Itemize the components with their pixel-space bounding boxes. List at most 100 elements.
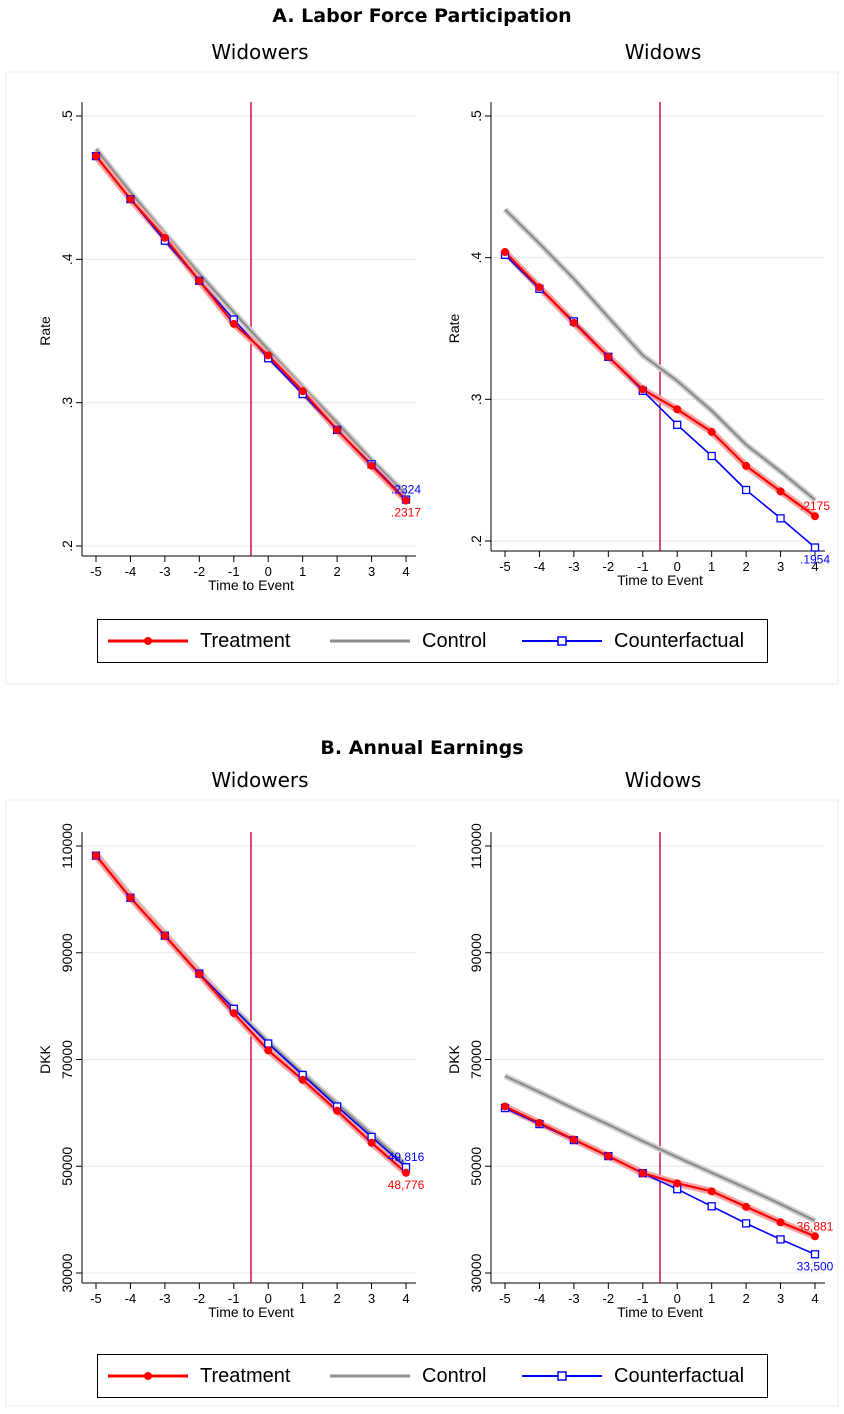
x-tick-label: 3 [368, 564, 375, 579]
y-axis-label: Rate [37, 316, 53, 346]
treatment-point [402, 496, 410, 505]
x-axis-label: Time to Event [617, 572, 703, 588]
panel-a-frame [5, 71, 839, 685]
treatment-point [126, 195, 135, 204]
y-tick-label: 90000 [468, 933, 484, 972]
y-tick-label: .3 [59, 397, 75, 409]
treatment-point [229, 319, 238, 328]
counterfactual-end-label: .1954 [800, 553, 830, 567]
y-tick-label: 90000 [59, 933, 75, 972]
treatment-point [604, 1152, 613, 1161]
counterfactual-end-label: 33,500 [797, 1259, 834, 1273]
x-tick-label: -2 [194, 564, 206, 579]
counterfactual-point [741, 485, 751, 495]
treatment-end-label: .2317 [391, 506, 421, 520]
treatment-point [501, 248, 509, 256]
x-tick-label: 1 [708, 1291, 715, 1306]
x-tick-label: -3 [568, 1291, 580, 1306]
treatment-point [811, 1232, 819, 1241]
treatment-line-marker-icon [108, 1372, 188, 1380]
treatment-point [367, 1138, 376, 1147]
counterfactual-line-marker-icon [522, 1371, 602, 1381]
treatment-line-marker-icon [108, 637, 188, 645]
treatment-point [298, 1075, 307, 1084]
x-tick-label: -5 [90, 564, 102, 579]
treatment-point [501, 1102, 509, 1111]
treatment-point [707, 1187, 716, 1196]
treatment-line [504, 251, 816, 518]
legend-b-control-label: Control [422, 1364, 487, 1387]
treatment-point [742, 1202, 751, 1211]
treatment-point [195, 970, 204, 979]
y-tick-label: .4 [59, 253, 75, 265]
treatment-point [92, 152, 100, 161]
treatment-point [673, 405, 682, 414]
y-tick-label: .4 [468, 252, 484, 264]
control-line-icon [330, 639, 410, 643]
treatment-point [195, 276, 204, 285]
legend-a-treatment: Treatment [108, 620, 290, 662]
treatment-point [333, 425, 342, 434]
x-tick-label: 0 [674, 559, 681, 574]
x-tick-label: -3 [159, 1291, 171, 1306]
x-tick-label: -4 [125, 1291, 137, 1306]
treatment-point [92, 851, 100, 860]
x-tick-label: 0 [265, 1291, 272, 1306]
x-tick-label: 0 [265, 564, 272, 579]
counterfactual-point [776, 1235, 785, 1244]
x-tick-label: 4 [402, 1291, 409, 1306]
legend-a-control: Control [330, 620, 486, 662]
y-tick-label: 70000 [468, 1040, 484, 1079]
counterfactual-point [810, 543, 820, 552]
treatment-point [126, 893, 135, 902]
control-line-icon [330, 1374, 410, 1378]
treatment-point [333, 1106, 342, 1115]
treatment-point [604, 352, 613, 361]
x-tick-label: 1 [299, 1291, 306, 1306]
x-tick-label: -1 [637, 1291, 649, 1306]
x-tick-label: 2 [333, 1291, 340, 1306]
panel-b-title: B. Annual Earnings [320, 737, 524, 759]
x-tick-label: -5 [90, 1291, 102, 1306]
x-tick-label: -5 [499, 559, 511, 574]
treatment-point [160, 931, 169, 940]
treatment-point [264, 1046, 273, 1055]
treatment-end-label: 48,776 [388, 1178, 425, 1192]
x-tick-label: -4 [125, 564, 137, 579]
treatment-point [673, 1179, 682, 1188]
x-tick-label: -5 [499, 1291, 511, 1306]
x-axis-label: Time to Event [208, 577, 294, 593]
treatment-point [264, 351, 273, 360]
treatment-point [811, 512, 819, 521]
treatment-point [776, 1218, 785, 1227]
x-tick-label: -4 [534, 559, 546, 574]
x-tick-label: 4 [811, 559, 818, 574]
x-tick-label: -3 [159, 564, 171, 579]
x-tick-label: -3 [568, 559, 580, 574]
chart-a-right-title: Widows [624, 40, 702, 64]
x-tick-label: -2 [603, 559, 615, 574]
counterfactual-point [741, 1219, 751, 1228]
legend-a-treatment-label: Treatment [200, 629, 291, 652]
treatment-line [95, 854, 407, 1174]
chart-3: 30000 50000 70000 90000 110000 -5 -4 -3 -2 -1 0 1 2 3… [37, 823, 425, 1320]
x-tick-label: 2 [742, 1291, 749, 1306]
counterfactual-point [707, 1202, 716, 1211]
counterfactual-point [707, 451, 716, 461]
chart-4: 30000 50000 70000 90000 110000 -5 -4 -3 -2 -1 0 1 2 3… [446, 823, 834, 1320]
x-tick-label: -2 [603, 1291, 615, 1306]
x-tick-label: 0 [674, 1291, 681, 1306]
legend-b: Treatment Control Counterfactual [97, 1354, 768, 1398]
treatment-point [402, 1168, 410, 1177]
control-line [504, 208, 816, 501]
legend-b-control: Control [330, 1355, 486, 1397]
control-line [95, 148, 407, 496]
chart-b-right-title: Widows [624, 768, 702, 792]
y-tick-label: 30000 [59, 1253, 75, 1292]
chart-2: .2 .3 .4 .5 -5 -4 -3 -2 -1 0 1 2 3 4 Time to Event Rate… [446, 102, 830, 588]
treatment-point [535, 283, 544, 292]
legend-b-counterfactual: Counterfactual [522, 1355, 744, 1397]
chart-1: .2 .3 .4 .5 -5 -4 -3 -2 -1 0 1 2 3 4 Time to Event Rate… [37, 102, 421, 593]
y-tick-label: 30000 [468, 1253, 484, 1292]
x-axis-label: Time to Event [617, 1304, 703, 1320]
